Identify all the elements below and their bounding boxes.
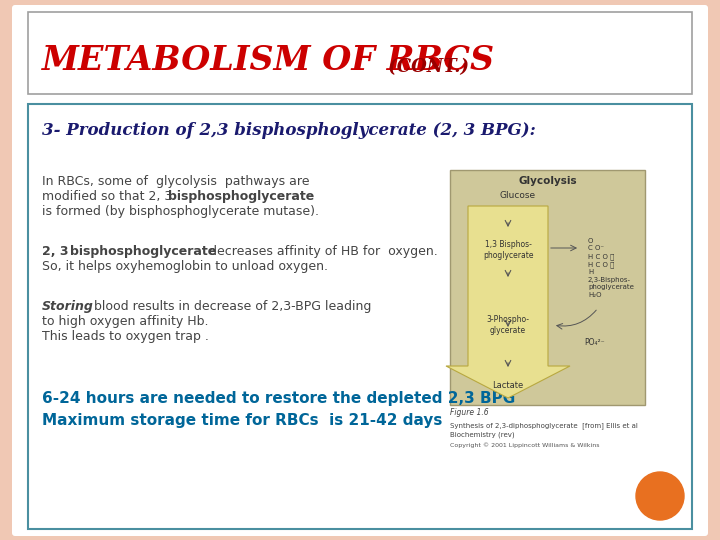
Text: 3- Production of 2,3 bisphosphoglycerate (2, 3 BPG):: 3- Production of 2,3 bisphosphoglycerate… [42,122,536,139]
FancyBboxPatch shape [28,12,692,94]
Text: Glycolysis: Glycolysis [518,176,577,186]
Text: bisphosphoglycerate: bisphosphoglycerate [70,245,216,258]
Text: bisphosphoglycerate: bisphosphoglycerate [168,190,314,203]
Text: Figure 1.6: Figure 1.6 [450,408,489,417]
Text: 1,3 Bisphos-
phoglycerate: 1,3 Bisphos- phoglycerate [482,240,534,260]
Text: 6-24 hours are needed to restore the depleted 2,3 BPG: 6-24 hours are needed to restore the dep… [42,391,516,406]
Text: Maximum storage time for RBCs  is 21-42 days: Maximum storage time for RBCs is 21-42 d… [42,413,442,428]
Text: 2, 3: 2, 3 [42,245,73,258]
Text: modified so that 2, 3: modified so that 2, 3 [42,190,176,203]
FancyBboxPatch shape [450,170,645,405]
Text: Lactate: Lactate [492,381,523,389]
Text: Biochemistry (rev): Biochemistry (rev) [450,432,515,438]
Text: In RBCs, some of  glycolysis  pathways are: In RBCs, some of glycolysis pathways are [42,175,310,188]
Polygon shape [446,206,570,398]
Text: METABOLISM OF RBCS: METABOLISM OF RBCS [42,44,495,77]
Text: 3-Phospho-
glycerate: 3-Phospho- glycerate [487,315,529,335]
Text: Glucose: Glucose [500,191,536,200]
Circle shape [636,472,684,520]
Text: O
C O⁻
H C O Ⓟ
H C O Ⓟ
H
2,3-Bisphos-
phoglycerate
H₂O: O C O⁻ H C O Ⓟ H C O Ⓟ H 2,3-Bisphos- ph… [588,238,634,298]
Text: Copyright © 2001 Lippincott Williams & Wilkins: Copyright © 2001 Lippincott Williams & W… [450,442,600,448]
FancyBboxPatch shape [12,5,708,536]
Text: Synthesis of 2,3-diphosphoglycerate  [from] Ellis et al: Synthesis of 2,3-diphosphoglycerate [fro… [450,422,638,429]
Text: to high oxygen affinity Hb.: to high oxygen affinity Hb. [42,315,209,328]
Text: This leads to oxygen trap .: This leads to oxygen trap . [42,330,209,343]
Text: So, it helps oxyhemoglobin to unload oxygen.: So, it helps oxyhemoglobin to unload oxy… [42,260,328,273]
Text: is formed (by bisphosphoglycerate mutase).: is formed (by bisphosphoglycerate mutase… [42,205,319,218]
Text: Storing: Storing [42,300,94,313]
Text: PO₄²⁻: PO₄²⁻ [585,338,606,347]
FancyBboxPatch shape [28,104,692,529]
Text: decreases affinity of HB for  oxygen.: decreases affinity of HB for oxygen. [205,245,438,258]
Text: (CONT.): (CONT.) [382,58,469,76]
Text: blood results in decrease of 2,3-BPG leading: blood results in decrease of 2,3-BPG lea… [90,300,372,313]
